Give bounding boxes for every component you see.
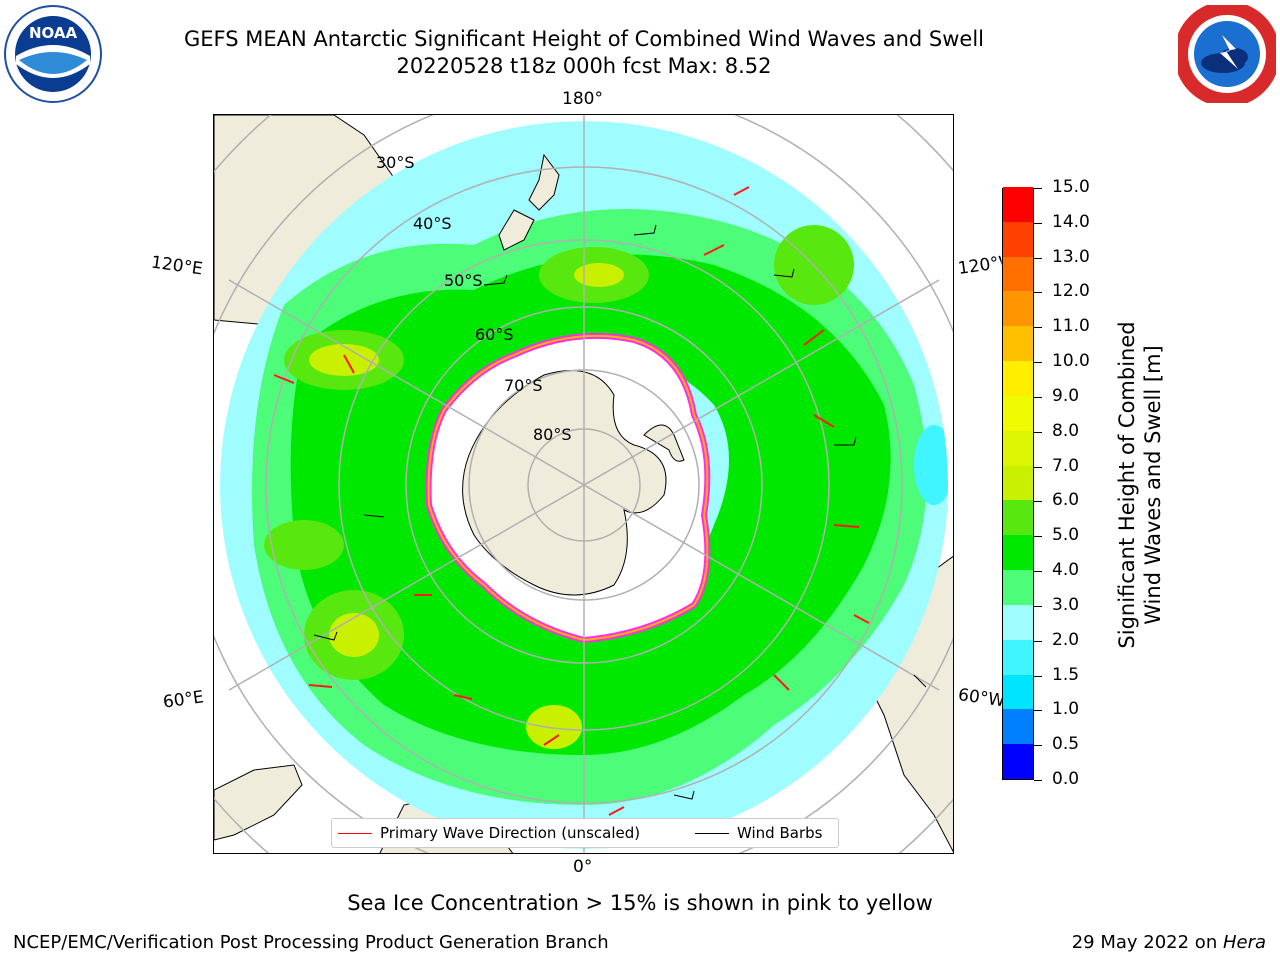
lat-label-30s: 30°S — [376, 153, 415, 172]
colorbar-tick — [1034, 466, 1042, 468]
colorbar-tick-label: 11.0 — [1052, 316, 1090, 337]
colorbar-tick-label: 5.0 — [1052, 525, 1080, 546]
colorbar-segment — [1003, 743, 1033, 779]
colorbar-tick-label: 4.0 — [1052, 560, 1080, 581]
colorbar-tick — [1034, 292, 1042, 294]
colorbar-tick — [1034, 536, 1042, 538]
colorbar-segment — [1003, 256, 1033, 292]
colorbar-segment — [1003, 708, 1033, 745]
antarctica-landmass — [462, 370, 667, 596]
colorbar-segment — [1003, 465, 1033, 501]
colorbar-segment — [1003, 221, 1033, 257]
lon-label-lower-left: 60°E — [161, 687, 206, 713]
colorbar-segment — [1003, 395, 1033, 431]
noaa-logo-text: NOAA — [29, 24, 78, 42]
map-subtitle: 20220528 t18z 000h fcst Max: 8.52 — [396, 54, 772, 78]
colorbar-tick — [1034, 675, 1042, 677]
colorbar-segment — [1003, 534, 1033, 571]
colorbar-tick-label: 1.5 — [1052, 664, 1080, 685]
lat-label-80s: 80°S — [533, 425, 572, 444]
legend-item-wave-direction: Primary Wave Direction (unscaled) — [338, 824, 640, 842]
colorbar — [1002, 186, 1034, 780]
colorbar-tick — [1034, 640, 1042, 642]
colorbar-segment — [1003, 674, 1033, 710]
colorbar-segment — [1003, 290, 1033, 327]
sea-ice-edge-inner — [427, 334, 709, 642]
africa-landmass — [214, 764, 303, 841]
colorbar-tick-label: 3.0 — [1052, 594, 1080, 615]
colorbar-tick — [1034, 257, 1042, 259]
colorbar-segment — [1003, 430, 1033, 466]
colorbar-segment — [1003, 186, 1033, 222]
colorbar-tick — [1034, 571, 1042, 573]
colorbar-tick-label: 9.0 — [1052, 385, 1080, 406]
colorbar-tick-label: 12.0 — [1052, 281, 1090, 302]
colorbar-segment — [1003, 639, 1033, 675]
colorbar-tick-label: 1.0 — [1052, 699, 1080, 720]
noaa-logo-icon: NOAA — [3, 4, 103, 108]
colorbar-tick-label: 0.0 — [1052, 769, 1080, 789]
colorbar-tick-label: 6.0 — [1052, 490, 1080, 511]
lon-label-upper-right: 120°W — [956, 253, 1004, 279]
colorbar-tick — [1034, 605, 1042, 607]
colorbar-tick — [1034, 501, 1042, 503]
colorbar-tick-label: 7.0 — [1052, 455, 1080, 476]
antarctic-map — [214, 115, 953, 853]
colorbar-tick-label: 15.0 — [1052, 177, 1090, 197]
graticule — [214, 115, 953, 853]
colorbar-tick — [1034, 710, 1042, 712]
colorbar-tick-label: 2.0 — [1052, 629, 1080, 650]
colorbar-tick-label: 13.0 — [1052, 246, 1090, 267]
lat-label-70s: 70°S — [504, 376, 543, 395]
colorbar-tick-label: 10.0 — [1052, 351, 1090, 372]
colorbar-tick — [1034, 222, 1042, 224]
colorbar-tick — [1034, 431, 1042, 433]
lon-label-top: 180° — [562, 89, 603, 109]
colorbar-segment — [1003, 325, 1033, 362]
colorbar-segment — [1003, 569, 1033, 605]
wind-barbs — [313, 224, 927, 800]
lon-label-upper-left: 120°E — [149, 252, 204, 280]
colorbar-tick-label: 0.5 — [1052, 734, 1080, 755]
map-title: GEFS MEAN Antarctic Significant Height o… — [183, 27, 985, 51]
footer-credit: NCEP/EMC/Verification Post Processing Pr… — [13, 932, 609, 953]
map-legend: Primary Wave Direction (unscaled) Wind B… — [331, 818, 839, 848]
sea-ice-note: Sea Ice Concentration > 15% is shown in … — [347, 891, 933, 915]
colorbar-tick-label: 8.0 — [1052, 420, 1080, 441]
colorbar-tick — [1034, 188, 1042, 189]
colorbar-tick — [1034, 362, 1042, 364]
national-weather-service-logo-icon — [1174, 1, 1280, 107]
colorbar-segment — [1003, 499, 1033, 536]
colorbar-tick — [1034, 396, 1042, 398]
map-panel — [213, 114, 954, 854]
colorbar-tick — [1034, 745, 1042, 747]
footer-date: 29 May 2022 on Hera — [1071, 932, 1266, 953]
lat-label-60s: 60°S — [475, 325, 514, 344]
lon-label-lower-right: 60°W — [956, 685, 1004, 711]
lat-label-50s: 50°S — [444, 271, 483, 290]
colorbar-tick — [1034, 327, 1042, 329]
colorbar-segment — [1003, 604, 1033, 640]
lon-label-bottom: 0° — [573, 857, 593, 877]
colorbar-segment — [1003, 360, 1033, 396]
colorbar-tick-label: 14.0 — [1052, 211, 1090, 232]
new-zealand-south-landmass — [498, 209, 535, 251]
colorbar-tick — [1034, 780, 1042, 781]
black-line-icon — [695, 833, 729, 834]
legend-item-wind-barbs: Wind Barbs — [695, 824, 822, 842]
lat-label-40s: 40°S — [413, 214, 452, 233]
wave-direction-arrows — [273, 186, 870, 816]
colorbar-label: Significant Height of Combined Wind Wave… — [1115, 321, 1165, 649]
red-line-icon — [338, 833, 372, 834]
antarctic-peninsula — [643, 424, 685, 462]
